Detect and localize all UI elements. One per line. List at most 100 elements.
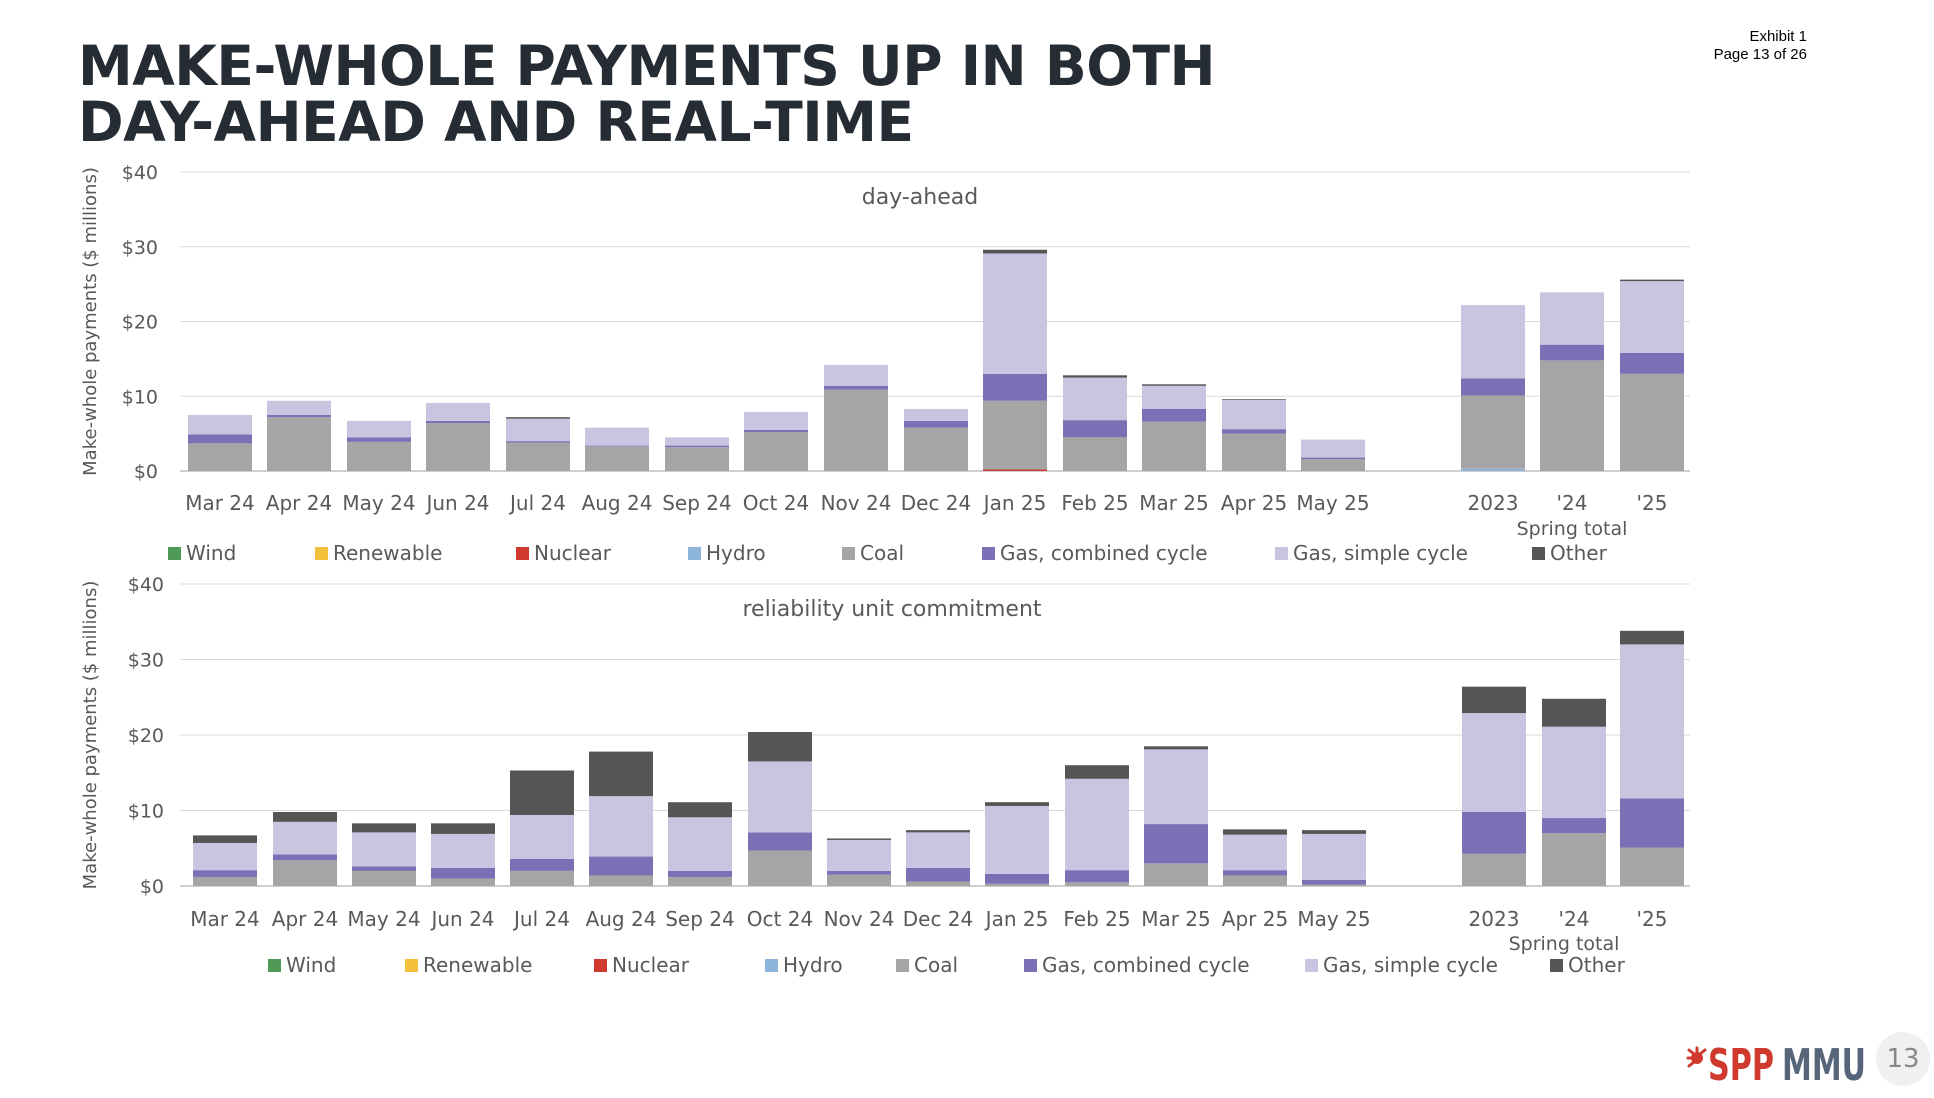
legend-label-renewable: Renewable xyxy=(423,953,532,977)
bar-segment-gas-combined-cycle xyxy=(510,858,574,871)
legend-swatch-renewable xyxy=(315,547,328,560)
bar-segment-other xyxy=(1222,399,1286,400)
x-tick-label: Apr 25 xyxy=(1222,907,1288,931)
legend-swatch-gas-simple-cycle xyxy=(1275,547,1288,560)
bar-segment-other xyxy=(431,823,495,834)
legend-label-other: Other xyxy=(1568,953,1626,977)
bar-segment-coal xyxy=(824,389,888,471)
bar-segment-gas-simple-cycle xyxy=(426,402,490,421)
bar-segment-coal xyxy=(506,442,570,471)
bar-segment-coal xyxy=(906,881,970,886)
bar-segment-coal xyxy=(188,443,252,471)
bar-segment-other xyxy=(589,751,653,797)
bar-segment-gas-combined-cycle xyxy=(1302,879,1366,885)
bar-segment-other xyxy=(193,835,257,843)
bar-segment-other xyxy=(983,249,1047,254)
x-tick-label: Oct 24 xyxy=(743,491,809,515)
bar-segment-gas-simple-cycle xyxy=(1144,749,1208,825)
x-tick-label: Jul 24 xyxy=(512,907,570,931)
bar-segment-gas-combined-cycle xyxy=(273,854,337,861)
bar-segment-coal xyxy=(1620,373,1684,471)
x-tick-label: Oct 24 xyxy=(747,907,813,931)
chart-reliability-container: $0 $10 $20 $30 $40 Make-whole payments ($ mil… xyxy=(80,574,1690,977)
x-tick-label: Nov 24 xyxy=(821,491,892,515)
bar-segment-other xyxy=(748,731,812,762)
legend-swatch-gas-combined-cycle xyxy=(1024,959,1037,972)
bar-segment-gas-combined-cycle xyxy=(426,420,490,424)
x-tick-label: Mar 25 xyxy=(1141,907,1211,931)
x-tick-label: Sep 24 xyxy=(665,907,735,931)
y-tick-label: $10 xyxy=(128,801,164,823)
bar-segment-gas-combined-cycle xyxy=(827,870,891,875)
page-title-line-1: MAKE-WHOLE PAYMENTS UP IN BOTH xyxy=(78,34,1216,98)
bar-segment-gas-simple-cycle xyxy=(506,418,570,442)
y-tick-label: $40 xyxy=(128,574,164,596)
bar-segment-coal xyxy=(1144,863,1208,886)
bar-segment-gas-combined-cycle xyxy=(1620,798,1684,848)
x-tick-label: Jan 25 xyxy=(984,907,1049,931)
bar-segment-gas-combined-cycle xyxy=(906,867,970,882)
bar-segment-gas-simple-cycle xyxy=(1222,399,1286,430)
x-tick-label: Mar 25 xyxy=(1139,491,1209,515)
bar-segment-coal xyxy=(1462,853,1526,886)
bar-segment-gas-simple-cycle xyxy=(431,833,495,868)
legend-label-coal: Coal xyxy=(860,541,904,565)
bar-segment-gas-simple-cycle xyxy=(188,414,252,435)
bar-segment-gas-simple-cycle xyxy=(665,437,729,446)
legend-swatch-other xyxy=(1550,959,1563,972)
bar-segment-coal xyxy=(1223,875,1287,886)
x-tick-label: May 24 xyxy=(347,907,420,931)
legend-label-wind: Wind xyxy=(186,541,236,565)
bar-segment-gas-simple-cycle xyxy=(668,817,732,871)
legend-label-renewable: Renewable xyxy=(333,541,442,565)
bar-segment-coal xyxy=(267,417,331,471)
x-tick-label: May 25 xyxy=(1296,491,1369,515)
bar-segment-gas-simple-cycle xyxy=(983,253,1047,374)
legend-label-gas-combined-cycle: Gas, combined cycle xyxy=(1000,541,1208,565)
bar-segment-gas-simple-cycle xyxy=(1462,713,1526,813)
bar-segment-gas-simple-cycle xyxy=(827,839,891,871)
bar-segment-coal xyxy=(665,447,729,471)
x-tick-label: Aug 24 xyxy=(586,907,657,931)
bar-segment-other xyxy=(1302,830,1366,834)
bar-segment-other xyxy=(1620,630,1684,645)
x-tick-label: Jun 24 xyxy=(424,491,489,515)
bar-segment-gas-combined-cycle xyxy=(1223,870,1287,876)
legend-swatch-other xyxy=(1532,547,1545,560)
bar-segment-gas-combined-cycle xyxy=(1461,378,1525,396)
bar-segment-gas-combined-cycle xyxy=(267,414,331,418)
chart-day-ahead: $0 $10 $20 $30 $40 Make-whole payments ($ mil… xyxy=(80,162,1690,565)
legend-label-nuclear: Nuclear xyxy=(534,541,612,565)
bar-segment-coal xyxy=(273,860,337,886)
bar-segment-gas-simple-cycle xyxy=(273,821,337,855)
bar-segment-coal xyxy=(510,870,574,886)
bar-segment-gas-combined-cycle xyxy=(585,445,649,447)
bar-segment-gas-simple-cycle xyxy=(904,408,968,421)
bar-segment-coal xyxy=(1065,882,1129,886)
bar-segment-gas-simple-cycle xyxy=(589,796,653,857)
bar-segment-gas-simple-cycle xyxy=(1301,439,1365,458)
chart-title: reliability unit commitment xyxy=(742,597,1041,622)
y-tick-label: $40 xyxy=(122,162,158,184)
x-group-label: Spring total xyxy=(1509,933,1620,955)
x-group-label: Spring total xyxy=(1517,518,1628,540)
bar-segment-gas-combined-cycle xyxy=(352,866,416,871)
bar-segment-other xyxy=(1542,698,1606,727)
bar-segment-other xyxy=(1142,384,1206,386)
bar-segment-other xyxy=(1223,829,1287,835)
bar-segment-coal xyxy=(193,876,257,886)
bar-segment-other xyxy=(1144,746,1208,750)
x-tick-label: '24 xyxy=(1559,907,1590,931)
legend-label-hydro: Hydro xyxy=(706,541,766,565)
x-tick-label: Jan 25 xyxy=(982,491,1047,515)
bar-segment-gas-combined-cycle xyxy=(744,429,808,433)
legend-label-gas-simple-cycle: Gas, simple cycle xyxy=(1293,541,1468,565)
bar-segment-coal xyxy=(585,446,649,471)
x-tick-label: Feb 25 xyxy=(1063,907,1130,931)
legend-swatch-nuclear xyxy=(516,547,529,560)
bar-segment-gas-combined-cycle xyxy=(1620,352,1684,374)
bar-segment-gas-combined-cycle xyxy=(506,441,570,443)
x-tick-label: Dec 24 xyxy=(901,491,972,515)
y-tick-label: $0 xyxy=(140,876,164,898)
x-tick-label: Aug 24 xyxy=(582,491,653,515)
